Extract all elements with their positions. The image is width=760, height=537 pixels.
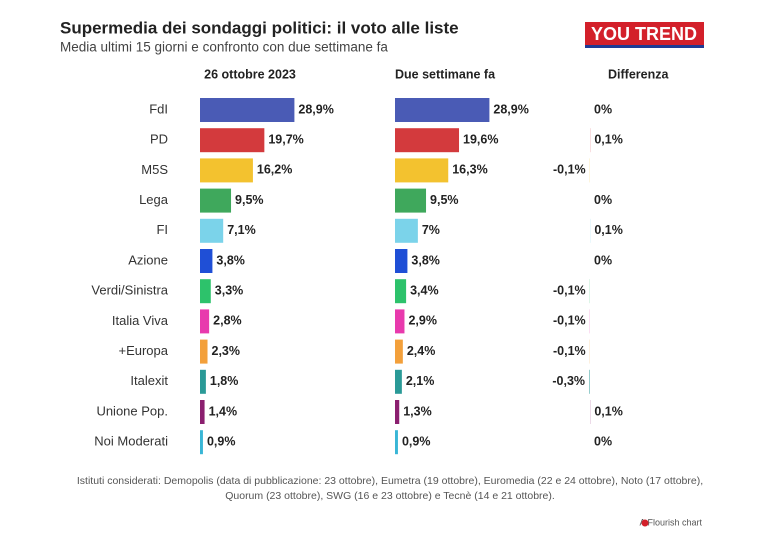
footnote: Istituti considerati: Demopolis (data di… xyxy=(76,475,704,502)
value-label: 0% xyxy=(594,253,612,267)
bar xyxy=(200,158,253,183)
bar xyxy=(200,369,206,394)
bar xyxy=(200,188,232,213)
bar xyxy=(395,339,403,364)
bar xyxy=(395,279,407,304)
bar xyxy=(200,98,295,122)
value-label: 0,1% xyxy=(594,223,623,237)
chart-subtitle: Media ultimi 15 giorni e confronto con d… xyxy=(60,40,388,55)
value-label: 2,1% xyxy=(406,374,435,388)
bar xyxy=(395,128,460,153)
value-label: -0,3% xyxy=(552,374,585,388)
value-label: 1,8% xyxy=(210,374,239,388)
value-label: 0% xyxy=(594,434,612,448)
value-label: 1,3% xyxy=(403,404,432,418)
bar xyxy=(200,400,205,424)
bar xyxy=(200,279,211,304)
value-label: -0,1% xyxy=(553,314,586,328)
value-label: -0,1% xyxy=(553,283,586,297)
value-label: 16,3% xyxy=(452,163,487,177)
bar xyxy=(589,369,590,394)
value-label: 7,1% xyxy=(227,223,256,237)
value-label: 19,6% xyxy=(463,132,498,146)
column-header: 26 ottobre 2023 xyxy=(204,67,296,81)
bar xyxy=(395,249,408,273)
category-label: Italexit xyxy=(130,373,168,388)
category-label: Verdi/Sinistra xyxy=(91,283,168,298)
value-label: 9,5% xyxy=(235,193,263,207)
value-label: 2,8% xyxy=(213,314,242,328)
value-label: 16,2% xyxy=(257,163,292,177)
credit-icon xyxy=(641,519,649,527)
value-label: 0,9% xyxy=(207,434,236,448)
value-label: 2,4% xyxy=(407,344,436,358)
value-label: 3,3% xyxy=(215,283,244,297)
value-label: 0,1% xyxy=(594,132,623,146)
category-label: PD xyxy=(150,132,168,147)
value-label: 28,9% xyxy=(298,102,333,116)
category-label: +Europa xyxy=(118,343,168,358)
credit: A Flourish chart xyxy=(639,517,702,527)
bar xyxy=(395,309,405,334)
category-label: FI xyxy=(156,222,168,237)
value-label: 3,8% xyxy=(411,253,440,267)
value-label: 0% xyxy=(594,102,612,116)
logo-stripe xyxy=(585,45,704,48)
column-header: Due settimane fa xyxy=(395,67,496,81)
category-label: Noi Moderati xyxy=(94,434,168,449)
value-label: 3,8% xyxy=(216,253,245,267)
value-label: 7% xyxy=(422,223,440,237)
value-label: 2,9% xyxy=(408,314,437,328)
logo-box xyxy=(585,22,704,48)
bar xyxy=(200,430,203,455)
value-label: 3,4% xyxy=(410,283,439,297)
bar xyxy=(200,309,210,334)
bar xyxy=(395,188,427,213)
bar xyxy=(200,218,224,243)
value-label: -0,1% xyxy=(553,163,586,177)
bar xyxy=(395,218,418,243)
category-label: FdI xyxy=(149,101,168,116)
category-label: Unione Pop. xyxy=(96,403,168,418)
value-label: 1,4% xyxy=(209,404,238,418)
bar xyxy=(200,339,208,364)
value-label: 19,7% xyxy=(268,132,303,146)
category-label: Azione xyxy=(128,252,168,267)
logo: YOU TREND xyxy=(591,24,697,44)
category-label: Italia Viva xyxy=(112,313,169,328)
value-label: 0% xyxy=(594,193,612,207)
bar xyxy=(200,128,265,153)
bar xyxy=(200,249,213,273)
bar xyxy=(395,158,449,183)
bar xyxy=(395,430,398,455)
value-label: 2,3% xyxy=(212,344,241,358)
bar xyxy=(395,369,402,394)
bar xyxy=(395,98,490,122)
bar xyxy=(395,400,400,424)
column-header: Differenza xyxy=(608,67,669,81)
category-label: M5S xyxy=(141,162,168,177)
category-label: Lega xyxy=(139,192,169,207)
value-label: 0,1% xyxy=(594,404,623,418)
chart-title: Supermedia dei sondaggi politici: il vot… xyxy=(60,18,459,37)
value-label: -0,1% xyxy=(553,344,586,358)
value-label: 0,9% xyxy=(402,434,431,448)
value-label: 28,9% xyxy=(493,102,528,116)
value-label: 9,5% xyxy=(430,193,459,207)
